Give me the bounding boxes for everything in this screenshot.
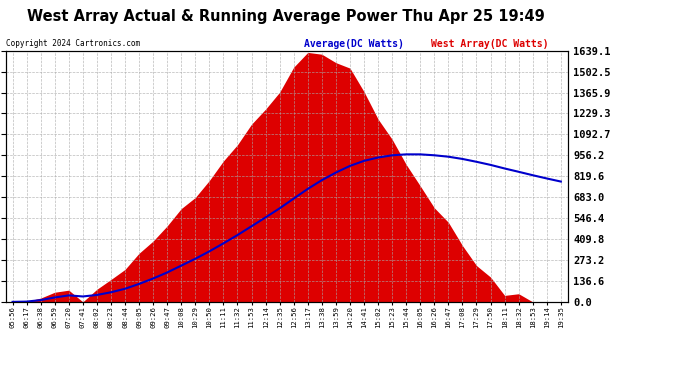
Text: West Array(DC Watts): West Array(DC Watts) xyxy=(431,39,549,50)
Text: West Array Actual & Running Average Power Thu Apr 25 19:49: West Array Actual & Running Average Powe… xyxy=(28,9,545,24)
Text: Average(DC Watts): Average(DC Watts) xyxy=(304,39,404,50)
Text: Copyright 2024 Cartronics.com: Copyright 2024 Cartronics.com xyxy=(6,39,139,48)
